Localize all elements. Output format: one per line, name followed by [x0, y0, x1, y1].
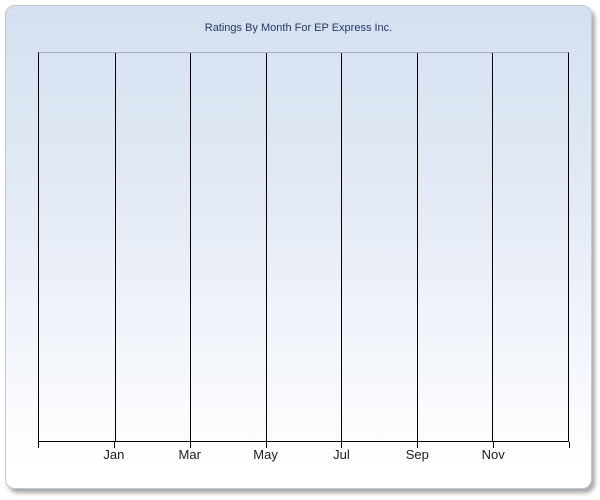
- vertical-gridline: [114, 53, 116, 441]
- x-axis-label: Jan: [103, 447, 125, 462]
- vertical-gridline: [341, 53, 343, 441]
- x-axis-label: Nov: [481, 447, 505, 462]
- vertical-gridline: [416, 53, 418, 441]
- x-axis-tick: [569, 442, 570, 448]
- x-axis-tick: [341, 442, 343, 448]
- x-axis-tick: [265, 442, 267, 448]
- x-axis-label: Jul: [333, 447, 350, 462]
- x-axis-tick: [493, 442, 495, 448]
- vertical-gridline: [492, 53, 494, 441]
- x-axis: [38, 442, 570, 448]
- x-axis-label: Mar: [178, 447, 201, 462]
- chart-title: Ratings By Month For EP Express Inc.: [204, 22, 393, 34]
- x-axis-label: May: [253, 447, 278, 462]
- x-axis-tick: [113, 442, 115, 448]
- x-axis-tick: [38, 442, 39, 448]
- chart-panel: Ratings By Month For EP Express Inc. Jan…: [5, 5, 592, 489]
- x-axis-labels: Jan Mar May Jul Sep Nov: [38, 447, 569, 463]
- x-axis-tick: [417, 442, 419, 448]
- vertical-gridline: [265, 53, 267, 441]
- x-axis-label: Sep: [405, 447, 429, 462]
- plot-area: [38, 52, 569, 442]
- x-axis-tick: [189, 442, 191, 448]
- vertical-gridline: [190, 53, 192, 441]
